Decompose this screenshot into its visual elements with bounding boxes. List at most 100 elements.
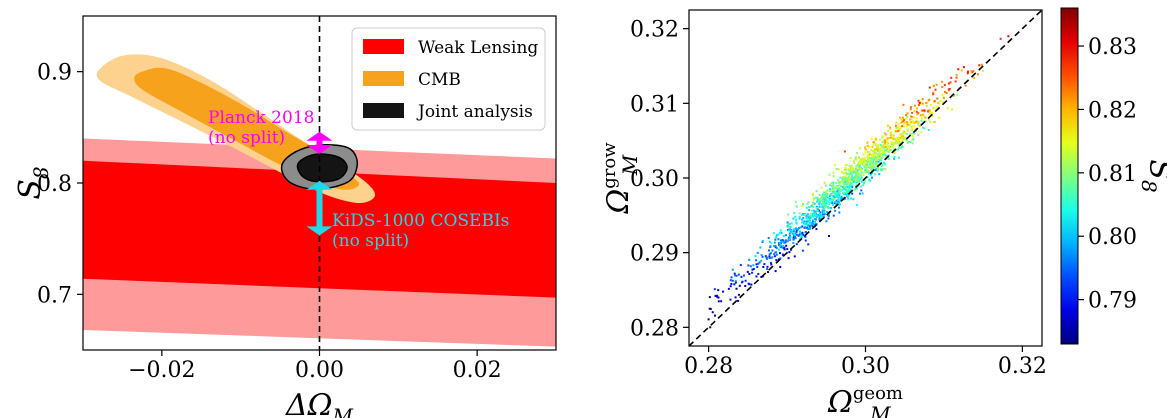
scatter-point — [872, 152, 875, 155]
scatter-point — [960, 69, 963, 72]
scatter-point — [775, 247, 778, 250]
scatter-point — [869, 153, 872, 156]
scatter-point — [867, 158, 870, 161]
scatter-point — [922, 126, 925, 129]
scatter-point — [886, 139, 889, 142]
scatter-point — [803, 220, 806, 223]
scatter-point — [828, 173, 831, 176]
scatter-point — [731, 268, 734, 271]
scatter-point — [850, 164, 853, 167]
scatter-point — [870, 148, 873, 151]
scatter-point — [860, 158, 863, 161]
scatter-point — [894, 149, 897, 152]
scatter-point — [835, 199, 838, 202]
scatter-point — [820, 216, 823, 219]
scatter-point — [920, 130, 923, 133]
scatter-point — [852, 180, 855, 183]
scatter-point — [862, 184, 865, 187]
scatter-point — [766, 268, 769, 271]
scatter-point — [894, 150, 897, 153]
scatter-point — [768, 253, 771, 256]
scatter-point — [903, 119, 906, 122]
scatter-point — [880, 145, 883, 148]
scatter-point — [839, 185, 842, 188]
scatter-point — [822, 191, 825, 194]
scatter-point — [858, 168, 861, 171]
planck-arrow-head-down — [306, 145, 333, 155]
scatter-point — [880, 159, 883, 162]
scatter-point — [875, 160, 878, 163]
scatter-point — [872, 166, 875, 169]
scatter-point — [770, 242, 773, 245]
scatter-point — [832, 214, 835, 217]
scatter-point — [738, 284, 741, 287]
scatter-point — [850, 169, 853, 172]
scatter-point — [835, 167, 838, 170]
scatter-point — [848, 182, 851, 185]
scatter-point — [931, 115, 934, 118]
scatter-point — [811, 219, 814, 222]
scatter-point — [833, 202, 836, 205]
scatter-point — [840, 171, 843, 174]
scatter-point — [818, 205, 821, 208]
scatter-point — [781, 239, 784, 242]
scatter-point — [808, 219, 811, 222]
scatter-point — [769, 252, 772, 255]
scatter-point — [877, 167, 880, 170]
scatter-point — [759, 246, 762, 249]
scatter-point — [852, 198, 855, 201]
scatter-point — [918, 101, 921, 104]
scatter-point — [805, 217, 808, 220]
scatter-point — [966, 70, 969, 73]
scatter-point — [868, 172, 871, 175]
scatter-point — [884, 168, 887, 171]
scatter-point — [925, 104, 928, 107]
scatter-point — [830, 197, 833, 200]
scatter-point — [852, 177, 855, 180]
scatter-point — [821, 205, 824, 208]
scatter-point — [844, 171, 847, 174]
scatter-point — [840, 195, 843, 198]
scatter-point — [863, 170, 866, 173]
scatter-point — [859, 177, 862, 180]
scatter-point — [812, 201, 815, 204]
scatter-point — [729, 279, 732, 282]
scatter-point — [792, 232, 795, 235]
scatter-point — [887, 124, 890, 127]
left-legend: Weak Lensing CMB Joint analysis — [351, 27, 546, 131]
scatter-point — [900, 132, 903, 135]
scatter-point — [838, 203, 841, 206]
scatter-point — [811, 194, 814, 197]
colorbar-tick-label: 0.82 — [1088, 98, 1137, 123]
scatter-point — [871, 165, 874, 168]
scatter-point — [838, 190, 841, 193]
scatter-point — [850, 172, 853, 175]
right-y-tick-label: 0.31 — [630, 92, 679, 117]
scatter-point — [909, 118, 912, 121]
scatter-point — [818, 212, 821, 215]
scatter-point — [860, 180, 863, 183]
scatter-point — [807, 224, 810, 227]
scatter-point — [814, 214, 817, 217]
scatter-point — [828, 198, 831, 201]
scatter-point — [825, 191, 828, 194]
scatter-point — [788, 228, 791, 231]
scatter-point — [816, 198, 819, 201]
scatter-point — [855, 184, 858, 187]
scatter-point — [876, 155, 879, 158]
scatter-point — [815, 228, 818, 231]
scatter-point — [845, 177, 848, 180]
scatter-point — [892, 138, 895, 141]
right-panel-plot — [689, 10, 1042, 346]
scatter-point — [855, 174, 858, 177]
scatter-point — [850, 166, 853, 169]
scatter-point — [818, 217, 821, 220]
scatter-point — [795, 218, 798, 221]
scatter-point — [854, 180, 857, 183]
scatter-point — [801, 249, 804, 252]
scatter-point — [869, 157, 872, 160]
scatter-point — [786, 240, 789, 243]
scatter-point — [708, 307, 711, 310]
scatter-point — [792, 230, 795, 233]
scatter-point — [805, 214, 808, 217]
